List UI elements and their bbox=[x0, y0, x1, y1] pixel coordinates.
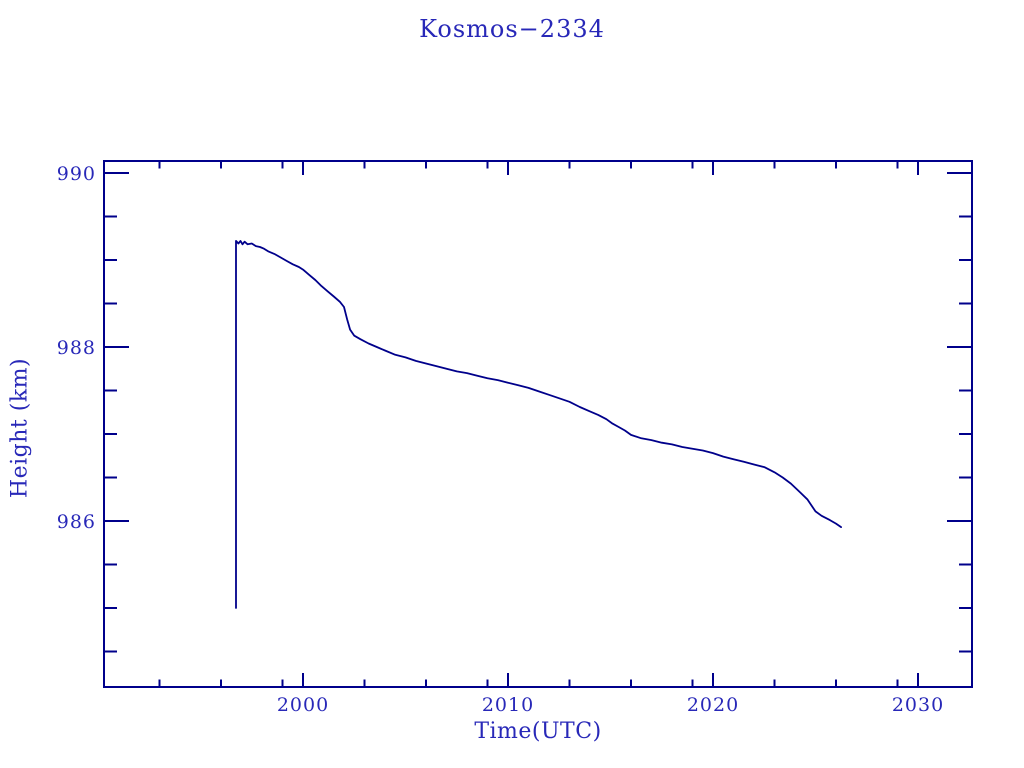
y-tick-label: 990 bbox=[57, 163, 96, 185]
x-tick-label: 2020 bbox=[687, 694, 739, 716]
y-tick-label: 986 bbox=[57, 511, 96, 533]
x-axis-label: Time(UTC) bbox=[474, 719, 602, 744]
plot-frame bbox=[103, 160, 973, 688]
x-tick-label: 2010 bbox=[482, 694, 534, 716]
x-tick-label: 2030 bbox=[892, 694, 944, 716]
x-tick-label: 2000 bbox=[277, 694, 329, 716]
height-curve bbox=[235, 240, 842, 609]
chart-title: Kosmos−2334 bbox=[419, 15, 605, 43]
y-tick-label: 988 bbox=[57, 337, 96, 359]
